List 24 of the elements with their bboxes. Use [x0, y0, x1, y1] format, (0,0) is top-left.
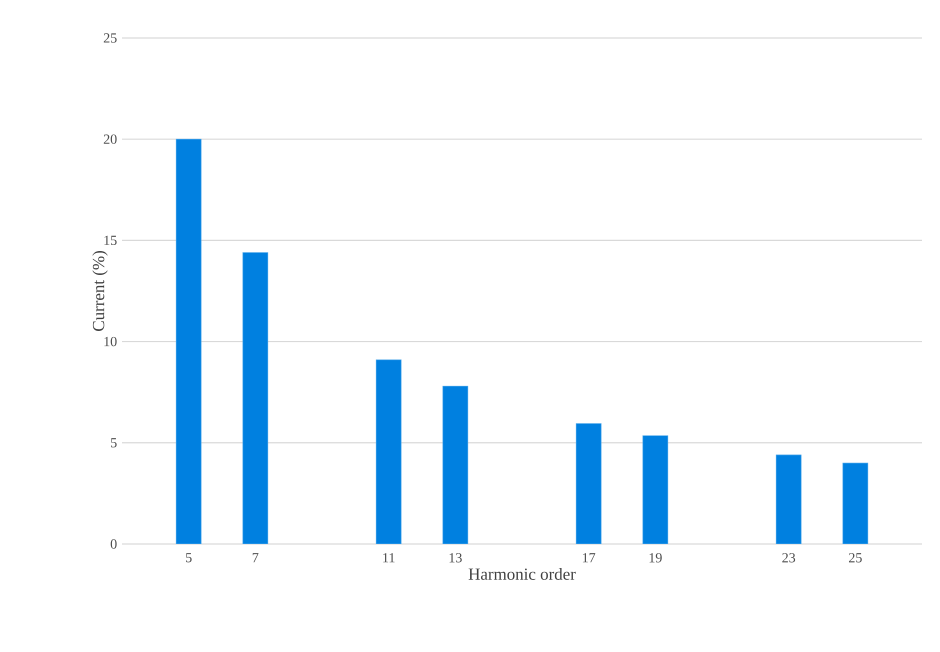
x-tick-label: 13: [450, 553, 462, 562]
y-tick-label: 5: [111, 438, 117, 448]
x-axis-title: Harmonic order: [468, 568, 576, 580]
bar: [576, 423, 602, 544]
bar: [776, 454, 802, 544]
bar: [442, 386, 468, 544]
x-tick-label: 19: [650, 553, 662, 562]
bar: [242, 252, 268, 544]
bar: [842, 462, 868, 544]
x-tick-label: 11: [383, 553, 395, 562]
x-tick-label: 7: [252, 553, 258, 562]
y-tick-label: 20: [104, 134, 117, 144]
x-tick-label: 23: [782, 553, 796, 562]
x-tick-label: 17: [582, 553, 596, 562]
y-tick-label: 25: [104, 33, 117, 43]
bar: [176, 138, 202, 544]
bar: [642, 435, 668, 544]
x-tick-label: 5: [186, 553, 192, 562]
y-axis-title: Current (%): [92, 251, 108, 331]
y-tick-label: 10: [104, 336, 117, 346]
y-tick-label: 15: [104, 236, 117, 246]
x-tick-label: 25: [848, 553, 862, 562]
y-tick-label: 0: [110, 539, 117, 549]
bar: [376, 360, 402, 544]
